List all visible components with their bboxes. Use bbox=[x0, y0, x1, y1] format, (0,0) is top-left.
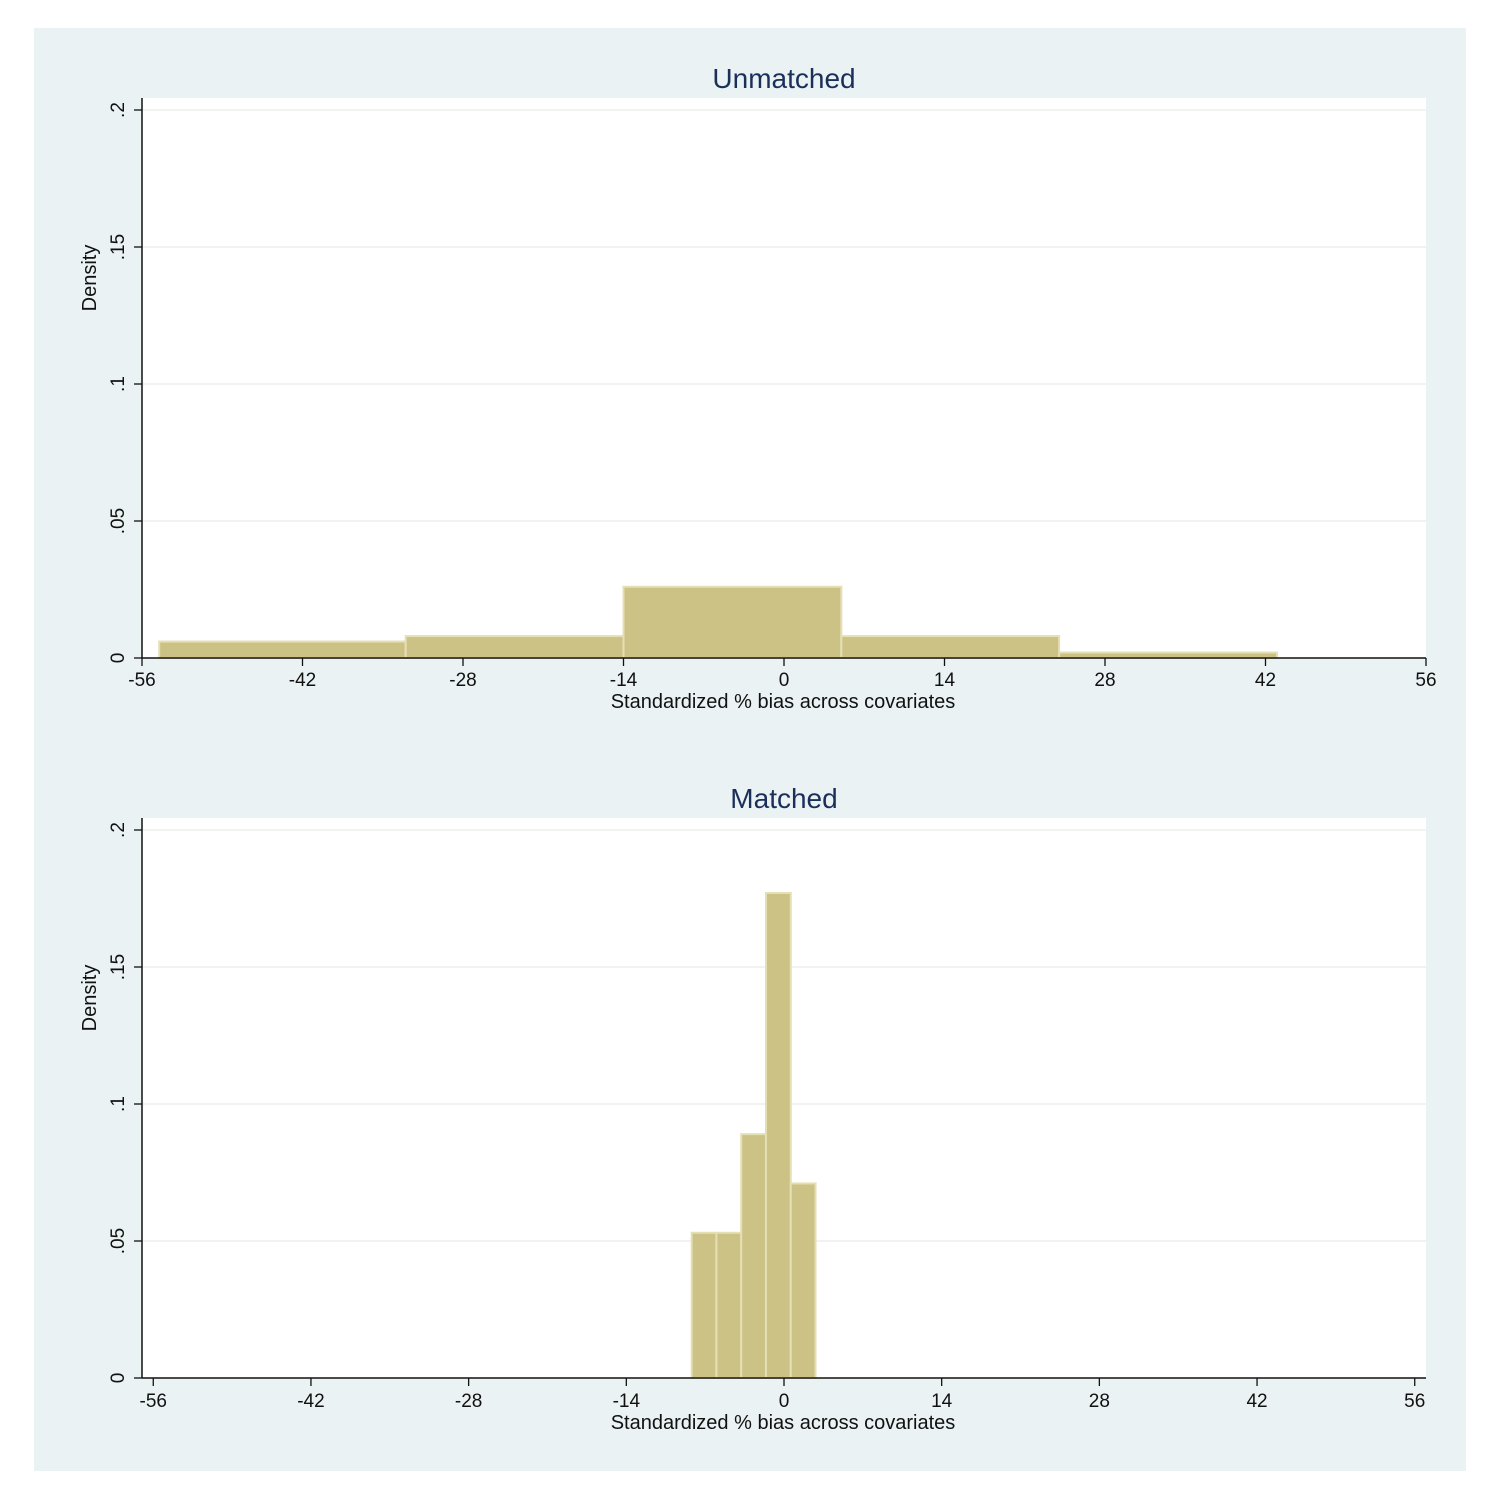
histogram-bar bbox=[404, 635, 625, 660]
x-tick-label: -14 bbox=[610, 670, 638, 691]
x-axis-label: Standardized % bias across covariates bbox=[611, 1412, 956, 1434]
y-tick-label: .2 bbox=[108, 102, 129, 118]
y-axis-label: Density bbox=[79, 965, 101, 1032]
y-tick-label: 0 bbox=[108, 1373, 129, 1384]
x-tick-label: -28 bbox=[455, 1391, 482, 1412]
panel-unmatched: Unmatched -56 -42 -28 -14 0 14 28 42 56 0 .05 .1 .15.… bbox=[79, 63, 1437, 713]
histogram-bar bbox=[764, 892, 792, 1380]
x-tick-label: 28 bbox=[1089, 1391, 1110, 1412]
histogram-bar bbox=[740, 1133, 767, 1380]
y-tick-label: .2 bbox=[108, 822, 129, 838]
x-tick-label: -42 bbox=[289, 670, 316, 691]
x-tick-label: -56 bbox=[140, 1391, 167, 1412]
y-tick-label: .15 bbox=[108, 954, 129, 980]
y-tick-label: .1 bbox=[108, 376, 129, 392]
y-tick-label: .15 bbox=[108, 234, 129, 260]
x-tick-label: 0 bbox=[779, 670, 790, 691]
x-tick-label: 56 bbox=[1404, 1391, 1425, 1412]
histogram-bar bbox=[158, 640, 407, 659]
x-tick-label: 14 bbox=[931, 1391, 953, 1412]
x-tick-label: 42 bbox=[1246, 1391, 1267, 1412]
x-tick-label: 14 bbox=[934, 670, 956, 691]
histogram-bar bbox=[690, 1231, 718, 1380]
panel-matched: Matched -56 -42 -28 -14 0 14 28 42 56 0 .05 .1 .15 .2 S… bbox=[79, 783, 1426, 1434]
y-tick-label: 0 bbox=[108, 653, 129, 664]
x-tick-label: -56 bbox=[128, 670, 155, 691]
histogram-bar bbox=[789, 1182, 817, 1379]
y-tick-label: .1 bbox=[108, 1096, 129, 1112]
y-tick-label: .05 bbox=[108, 1228, 129, 1254]
histogram-bar bbox=[1058, 651, 1278, 660]
x-tick-label: -28 bbox=[449, 670, 476, 691]
x-tick-label: 42 bbox=[1255, 670, 1276, 691]
histogram-bar bbox=[840, 635, 1061, 660]
x-tick-label: 56 bbox=[1415, 670, 1436, 691]
chart-title: Matched bbox=[730, 783, 837, 814]
x-axis-label: Standardized % bias across covariates bbox=[611, 691, 956, 713]
y-axis-label: Density bbox=[79, 245, 101, 312]
x-tick-label: -42 bbox=[297, 1391, 324, 1412]
x-tick-label: 0 bbox=[779, 1391, 790, 1412]
plot-area bbox=[142, 98, 1426, 658]
x-tick-label: -14 bbox=[613, 1391, 641, 1412]
histogram-bar bbox=[622, 585, 843, 660]
y-tick-label: .05 bbox=[108, 508, 129, 534]
histogram-bar bbox=[715, 1231, 743, 1380]
x-tick-label: 28 bbox=[1094, 670, 1115, 691]
chart-title: Unmatched bbox=[712, 63, 855, 94]
